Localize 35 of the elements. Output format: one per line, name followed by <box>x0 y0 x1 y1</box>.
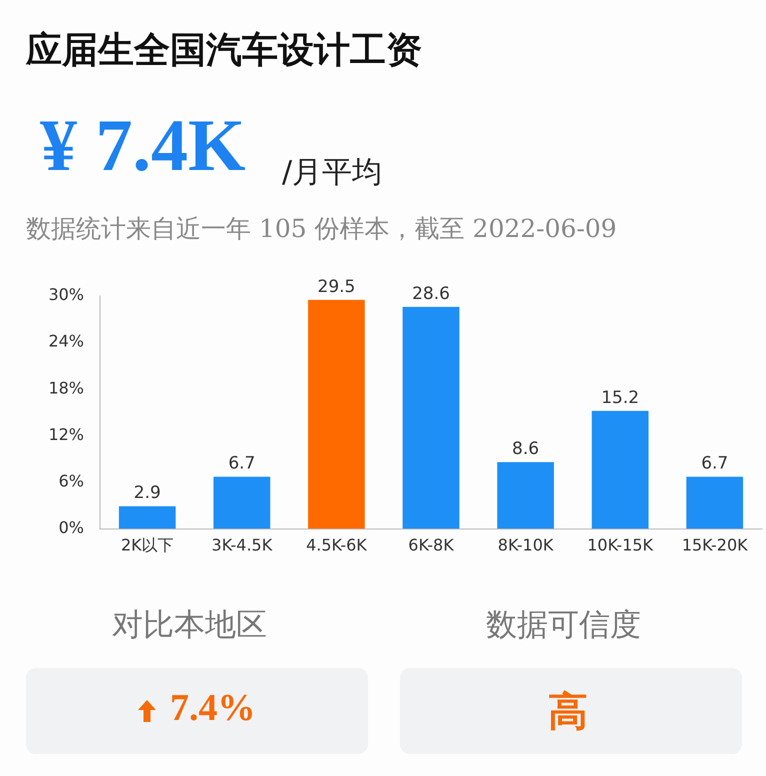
y-tick-label: 24% <box>48 332 84 351</box>
bar <box>118 506 176 529</box>
x-tick-label: 2K以下 <box>120 536 174 555</box>
data-label: 6.7 <box>228 454 256 474</box>
data-label: 15.2 <box>601 388 640 408</box>
bar <box>308 300 365 529</box>
bar <box>497 462 554 529</box>
x-tick-label: 3K-4.5K <box>212 536 273 555</box>
data-label: 29.5 <box>318 276 356 297</box>
data-label: 6.7 <box>701 454 728 474</box>
data-label: 8.6 <box>512 438 540 459</box>
bar <box>592 410 649 529</box>
text: /月平均 <box>282 154 382 192</box>
x-tick-label: 4.5K-6K <box>306 536 368 555</box>
x-tick-label: 15K-20K <box>682 536 748 555</box>
text: 对比本地区 <box>112 606 267 645</box>
text: 数据可信度 <box>486 606 641 645</box>
chart-subtitle: 数据统计来自近一年 105 份样本，截至 2022-06-09 <box>26 213 617 245</box>
text: 7.4% <box>170 686 256 730</box>
text: ¥ 7.4K <box>40 104 246 189</box>
x-tick-label: 10K-15K <box>587 536 654 555</box>
bar <box>213 476 270 529</box>
y-tick-label: 18% <box>48 378 84 398</box>
y-tick-label: 6% <box>58 471 84 490</box>
y-tick-label: 0% <box>58 518 84 537</box>
x-tick-label: 6K-8K <box>408 536 454 555</box>
bar <box>402 306 460 529</box>
y-tick-label: 12% <box>48 424 84 444</box>
x-tick-label: 8K-10K <box>498 536 554 555</box>
bar <box>686 476 744 529</box>
y-tick-label: 30% <box>48 285 84 304</box>
text: 高 <box>548 688 588 737</box>
data-label: 28.6 <box>412 284 450 304</box>
chart-title: 应届生全国汽车设计工资 <box>26 29 422 73</box>
data-label: 2.9 <box>134 483 161 504</box>
